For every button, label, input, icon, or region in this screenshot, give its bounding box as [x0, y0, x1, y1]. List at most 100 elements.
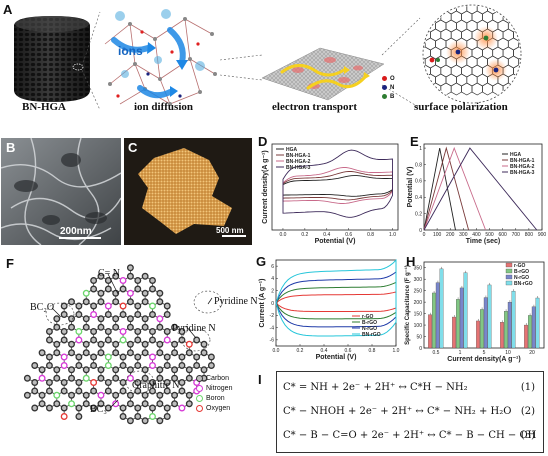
equation-number-2: (2) — [520, 406, 535, 417]
lattice-atom — [178, 404, 186, 412]
lattice-atom — [38, 391, 46, 399]
equation-number-3: (3) — [520, 430, 535, 441]
lattice-atom — [163, 404, 171, 412]
legend-label: BN-HGA-2 — [510, 164, 535, 170]
lattice-atom — [178, 362, 186, 369]
lattice-atom — [163, 362, 171, 369]
lattice-atom — [171, 349, 179, 357]
legend-oxygen: Oxygen — [196, 403, 232, 413]
oxygen-swatch — [382, 76, 387, 81]
lattice-atom — [75, 362, 83, 369]
bar — [524, 324, 528, 349]
lattice-atom — [126, 298, 134, 306]
lattice-atom — [200, 349, 208, 357]
legend-label: BN-rGO — [514, 281, 533, 287]
caption-electron-transport: electron transport — [272, 101, 358, 113]
equation-lhs: C* − NHOH + 2e⁻ + 2H⁺ — [283, 406, 413, 417]
legend-label: N-rGO — [362, 326, 377, 332]
lattice-atom — [38, 349, 46, 357]
x-tick-label: 0.0 — [279, 232, 286, 238]
lattice-atom — [119, 285, 127, 293]
lattice-atom — [134, 387, 142, 395]
lattice-atom — [112, 374, 120, 382]
annotation-pyridine-n-mid: Pyridine N — [172, 323, 216, 334]
legend-item-b: B — [382, 92, 395, 101]
x-tick-label: 0.8 — [367, 232, 374, 238]
lattice-atom — [104, 404, 112, 412]
bar — [487, 284, 492, 349]
lattice-atom — [178, 387, 186, 395]
lattice-atom — [119, 311, 127, 318]
lattice-atom — [141, 417, 149, 425]
gcd-curve — [423, 146, 470, 231]
lattice-atom — [200, 366, 208, 374]
zoom-lines — [81, 11, 421, 111]
lattice-atom — [31, 379, 39, 386]
lattice-atom — [60, 362, 68, 369]
legend-label: N-rGO — [514, 275, 529, 281]
lattice-atom — [156, 366, 164, 374]
lattice-atom — [149, 387, 156, 395]
annotation-bc3: BC₃ — [90, 404, 107, 415]
equation-number-1: (1) — [520, 382, 535, 393]
lattice-atom — [163, 328, 171, 335]
y-tick-label: -2 — [270, 313, 275, 319]
lattice-atom — [75, 311, 83, 318]
lattice-atom — [90, 379, 98, 386]
carbon-swatch — [196, 374, 203, 382]
panel-label-d: D — [258, 134, 268, 149]
lattice-atom — [185, 400, 193, 408]
lattice-atom — [31, 387, 39, 395]
bar — [452, 316, 456, 349]
lattice-atom — [104, 387, 112, 395]
plot-frame — [271, 143, 399, 231]
gcd-curve — [423, 147, 538, 231]
lattice-atom — [38, 374, 46, 382]
chart-d-cv: 0.0 0.2 0.4 0.6 0.8 1.0 Potential (V) Current d… — [262, 143, 399, 245]
lattice-atom — [163, 336, 171, 344]
lattice-atom — [156, 289, 164, 297]
y-tick-label: 4 — [271, 276, 274, 282]
x-tick-label: 0.2 — [301, 232, 308, 238]
bar — [456, 299, 460, 349]
legend-letter: B — [390, 93, 395, 100]
legend-carbon: Carbon — [196, 373, 232, 383]
nitrogen-swatch — [196, 384, 203, 392]
lattice-atom — [75, 379, 83, 386]
lattice-atom — [149, 277, 156, 284]
y-tick-label: 0 — [419, 228, 422, 234]
cv-loop — [275, 281, 397, 320]
y-tick-label: 50 — [416, 334, 422, 340]
lattice-atom — [53, 349, 61, 357]
bar — [535, 297, 540, 349]
lattice-atom — [90, 353, 98, 361]
lattice-atom — [134, 285, 142, 293]
lattice-atom — [90, 277, 98, 284]
lattice-atom — [112, 366, 120, 374]
lattice-atom — [185, 349, 193, 357]
lattice-atom — [75, 336, 83, 344]
x-tick-label: 10 — [505, 350, 511, 356]
electron-transport-illustration — [261, 47, 385, 101]
lattice-atom — [53, 323, 61, 331]
legend-label: HGA — [286, 147, 298, 153]
bar — [476, 320, 480, 349]
lattice-atom — [23, 391, 31, 399]
lattice-atom — [126, 289, 134, 297]
nitrogen-swatch — [382, 85, 387, 90]
lattice-atom — [31, 362, 39, 369]
lattice-atom — [68, 400, 75, 408]
lattice-atom — [68, 366, 75, 374]
caption-surface-polarization: surface polarization — [414, 101, 508, 113]
lattice-atom — [53, 391, 61, 399]
annotation-graphitic-n: Graphitic N — [132, 380, 180, 391]
y-tick-label: 0 — [419, 346, 422, 352]
lattice-atom — [104, 285, 112, 293]
legend-swatch — [505, 262, 513, 268]
x-axis-label: Time (sec) — [466, 238, 501, 245]
lattice-atom — [119, 302, 127, 310]
lattice-atom — [141, 323, 149, 331]
annotation-cn: C= N — [98, 268, 121, 279]
lattice-atom — [156, 340, 164, 348]
panel-label-f: F — [6, 256, 14, 271]
